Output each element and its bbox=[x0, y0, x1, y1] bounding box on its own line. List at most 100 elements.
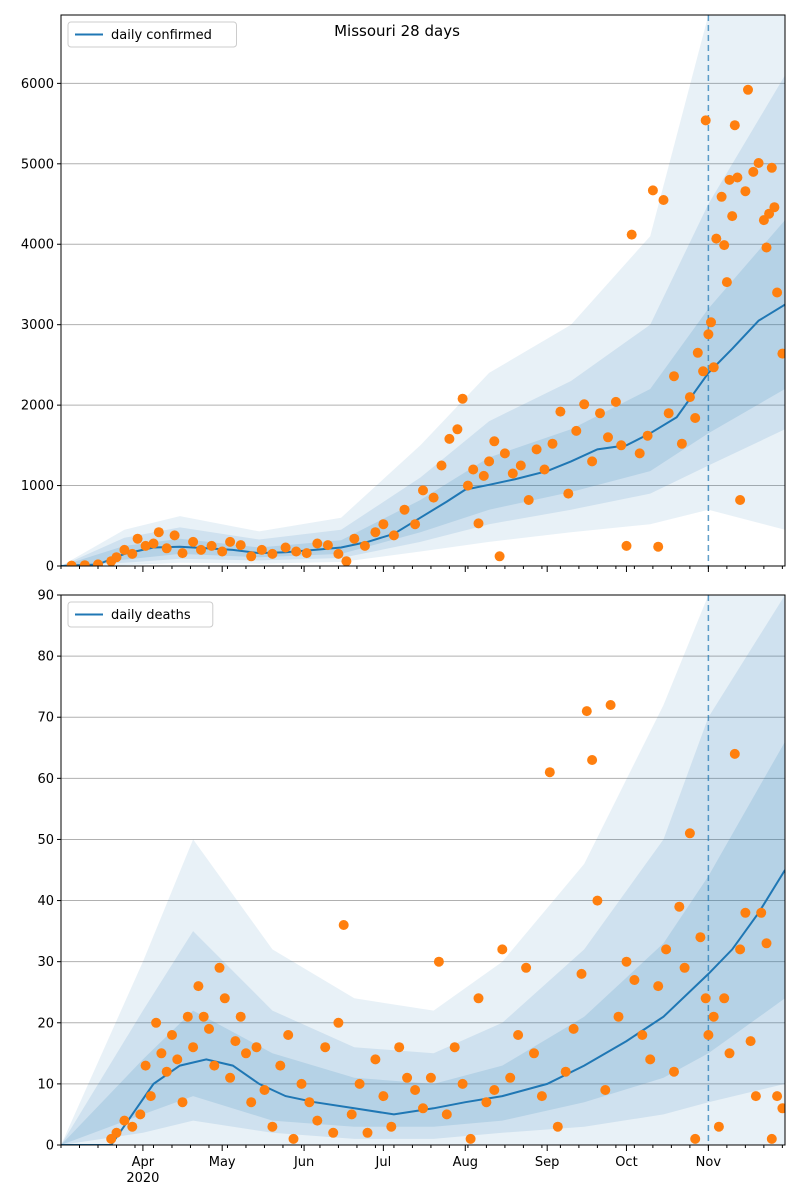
observed-point bbox=[777, 1103, 785, 1114]
y-tick-label: 30 bbox=[37, 955, 54, 970]
x-tick-label: Jul bbox=[375, 1155, 392, 1170]
observed-point bbox=[204, 1023, 214, 1034]
x-tick-label: Apr bbox=[132, 1155, 155, 1170]
observed-point bbox=[301, 548, 312, 559]
observed-point bbox=[587, 755, 598, 765]
observed-point bbox=[513, 1030, 524, 1040]
y-tick-label: 40 bbox=[37, 894, 54, 909]
y-tick-label: 6000 bbox=[21, 77, 54, 92]
observed-point bbox=[386, 1121, 397, 1132]
y-tick-label: 5000 bbox=[21, 157, 54, 172]
observed-point bbox=[452, 424, 463, 435]
axes-frame bbox=[60, 14, 786, 567]
legend-box bbox=[67, 21, 237, 48]
observed-point bbox=[587, 456, 598, 467]
observed-point bbox=[748, 166, 759, 177]
observed-point bbox=[167, 1030, 177, 1040]
legend: daily deaths bbox=[67, 601, 214, 628]
observed-point bbox=[378, 1091, 389, 1102]
observed-point bbox=[637, 1030, 648, 1040]
observed-point bbox=[729, 748, 740, 759]
figure-title: Missouri 28 days bbox=[334, 22, 460, 40]
observed-point bbox=[756, 907, 767, 918]
observed-point bbox=[679, 962, 690, 973]
observed-point bbox=[505, 1072, 516, 1083]
observed-point bbox=[711, 233, 722, 244]
observed-point bbox=[489, 436, 500, 447]
observed-point bbox=[127, 1121, 138, 1132]
observed-point bbox=[283, 1030, 294, 1040]
observed-point bbox=[745, 1036, 756, 1047]
uncertainty-band-inner bbox=[61, 741, 785, 1145]
legend-box bbox=[67, 601, 214, 628]
observed-point bbox=[312, 1115, 323, 1126]
observed-point bbox=[140, 1060, 151, 1071]
observed-point bbox=[706, 317, 716, 328]
observed-point bbox=[288, 1133, 299, 1144]
observed-point bbox=[169, 530, 180, 541]
observed-point bbox=[275, 1060, 286, 1071]
observed-point bbox=[378, 519, 389, 530]
observed-point bbox=[132, 533, 143, 544]
observed-point bbox=[576, 968, 587, 979]
x-tick-label: Sep bbox=[535, 1155, 560, 1170]
observed-point bbox=[145, 1091, 156, 1102]
observed-point bbox=[79, 560, 90, 566]
observed-point bbox=[700, 115, 711, 126]
observed-point bbox=[616, 440, 627, 451]
observed-point bbox=[489, 1085, 500, 1095]
observed-point bbox=[555, 406, 566, 417]
uncertainty-band-middle bbox=[61, 595, 785, 1145]
observed-point bbox=[198, 1011, 209, 1022]
observed-point bbox=[772, 287, 783, 298]
observed-point bbox=[402, 1072, 413, 1083]
observed-point bbox=[600, 1085, 611, 1095]
observed-point bbox=[724, 1048, 735, 1059]
observed-point bbox=[690, 1133, 701, 1144]
observed-point bbox=[449, 1042, 460, 1053]
observed-point bbox=[341, 556, 352, 566]
observed-point bbox=[111, 552, 122, 563]
observed-point bbox=[119, 544, 130, 555]
observed-point bbox=[579, 399, 590, 410]
observed-point bbox=[521, 962, 532, 973]
observed-point bbox=[151, 1017, 162, 1028]
observed-point bbox=[267, 548, 278, 559]
observed-point bbox=[663, 408, 674, 419]
y-tick-label: 50 bbox=[37, 833, 54, 848]
observed-point bbox=[642, 430, 653, 441]
observed-point bbox=[536, 1091, 547, 1102]
observed-point bbox=[653, 541, 664, 552]
observed-point bbox=[692, 347, 703, 358]
observed-point bbox=[320, 1042, 331, 1053]
observed-point bbox=[653, 981, 664, 992]
observed-point bbox=[235, 540, 246, 551]
observed-point bbox=[669, 371, 679, 382]
observed-point bbox=[225, 536, 236, 547]
observed-point bbox=[645, 1054, 656, 1065]
observed-point bbox=[66, 560, 77, 566]
y-tick-label: 60 bbox=[37, 772, 54, 787]
observed-point bbox=[613, 1011, 624, 1022]
observed-point bbox=[188, 1042, 199, 1053]
observed-point bbox=[721, 277, 732, 288]
observed-point bbox=[140, 540, 151, 551]
observed-point bbox=[708, 1011, 719, 1022]
y-tick-label: 0 bbox=[46, 560, 54, 575]
observed-point bbox=[193, 981, 204, 992]
y-tick-label: 80 bbox=[37, 650, 54, 665]
observed-point bbox=[362, 1127, 373, 1138]
observed-point bbox=[563, 488, 574, 499]
observed-point bbox=[684, 828, 695, 839]
observed-point bbox=[196, 544, 206, 555]
observed-point bbox=[753, 158, 764, 168]
observed-point bbox=[700, 993, 711, 1004]
uncertainty-band-outer bbox=[61, 595, 785, 1145]
observed-point bbox=[605, 700, 616, 710]
observed-point bbox=[539, 464, 550, 475]
observed-point bbox=[441, 1109, 452, 1120]
observed-point bbox=[93, 559, 103, 566]
observed-point bbox=[629, 975, 640, 985]
